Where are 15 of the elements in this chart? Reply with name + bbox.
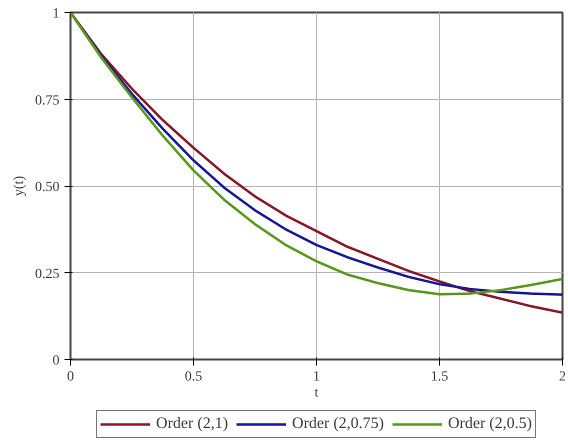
x-tick-label: 0 (67, 370, 74, 384)
legend-label: Order (2,0.75) (292, 415, 384, 433)
x-tick-label: 1 (313, 370, 320, 384)
x-tick-label: 1.5 (430, 370, 448, 384)
y-tick-label: 0.75 (35, 93, 60, 108)
y-tick-label: 0.25 (35, 266, 60, 282)
y-tick-label: 0.50 (35, 180, 60, 195)
x-tick-label: 0.5 (184, 370, 202, 384)
legend-label: Order (2,0.5) (448, 415, 532, 433)
y-tick-label: 1 (52, 6, 60, 22)
x-axis-title: t (314, 386, 319, 400)
y-axis-title: y(t) (12, 176, 27, 196)
y-tick-label: 0 (52, 354, 60, 368)
x-tick-label: 2 (559, 370, 566, 384)
legend-label: Order (2,1) (156, 415, 228, 433)
